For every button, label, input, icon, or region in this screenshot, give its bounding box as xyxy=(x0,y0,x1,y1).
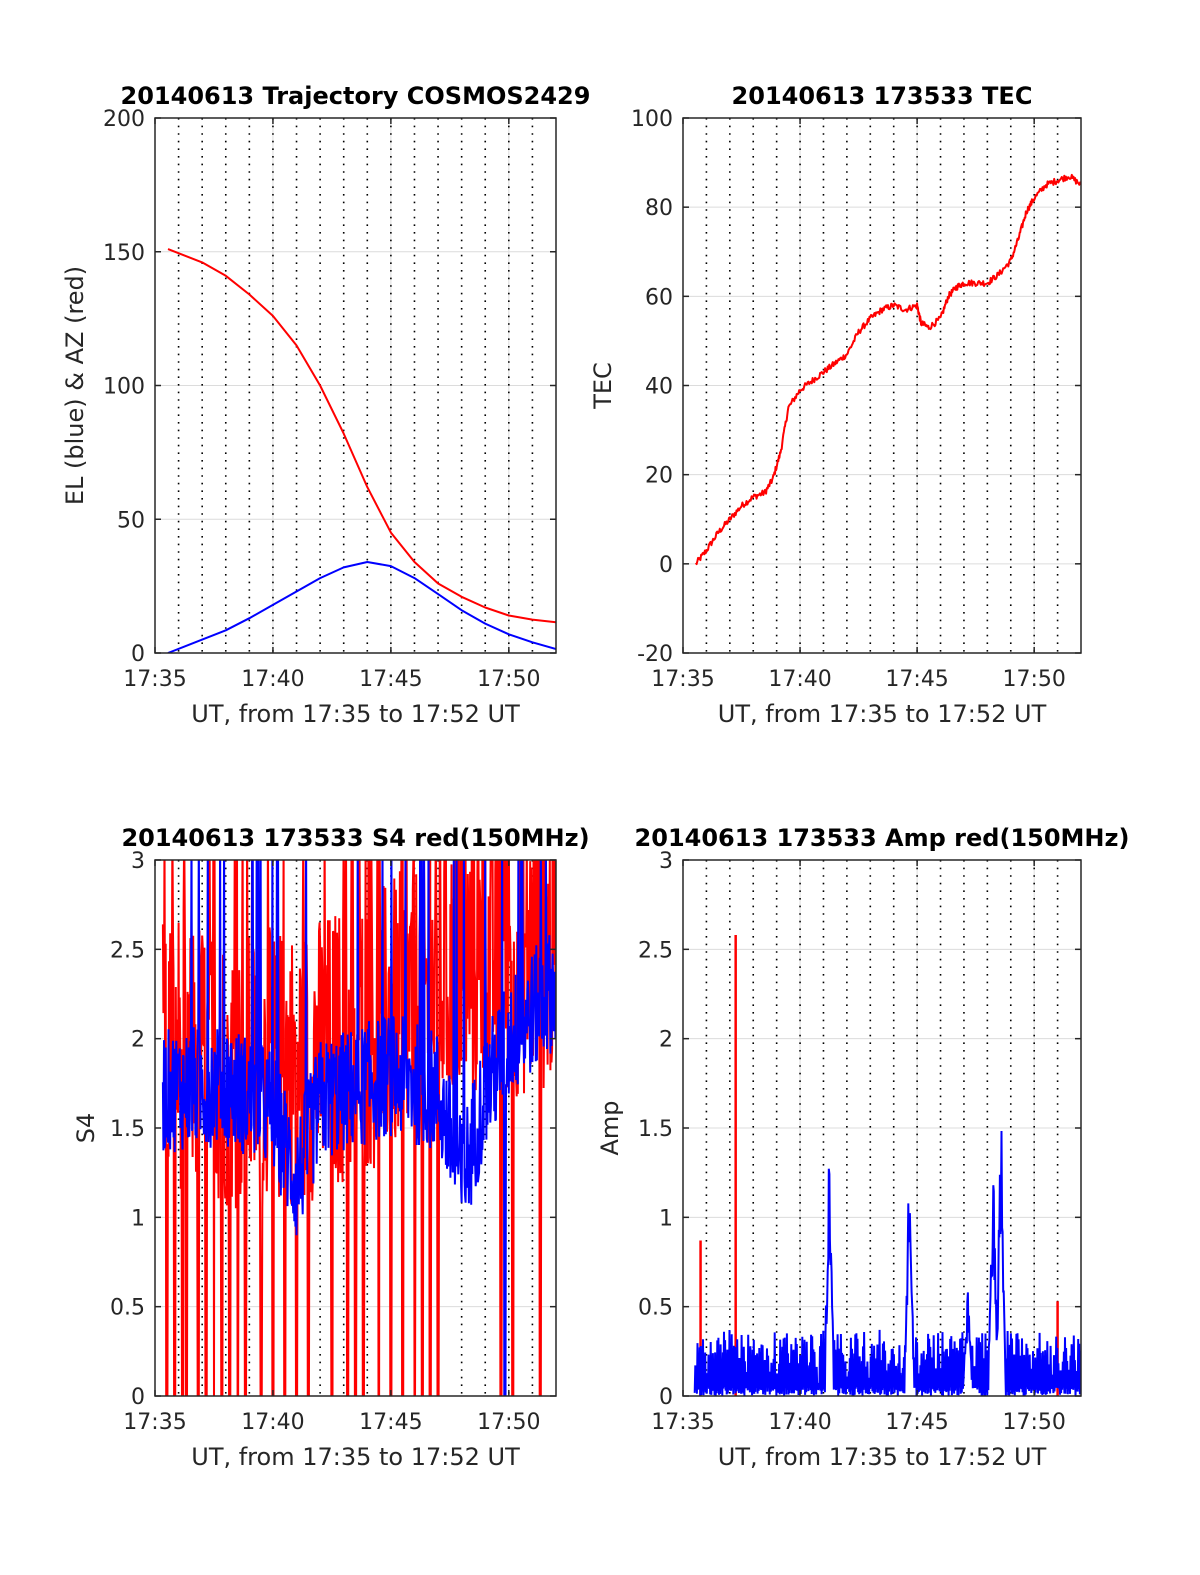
y-tick-label: 0.5 xyxy=(638,1296,673,1321)
series-group xyxy=(693,935,1081,1396)
y-tick-label: 80 xyxy=(645,196,673,221)
x-tick-label: 17:50 xyxy=(477,1410,540,1435)
x-tick-label: 17:35 xyxy=(123,1410,186,1435)
y-tick-label: 60 xyxy=(645,285,673,310)
y-tick-label: 3 xyxy=(131,849,145,874)
y-tick-label: 0 xyxy=(659,553,673,578)
series-group xyxy=(161,860,556,1396)
series-red-line xyxy=(695,173,1081,566)
chart-title: 20140613 173533 Amp red(150MHz) xyxy=(635,824,1130,852)
y-tick-label: 40 xyxy=(645,375,673,400)
y-tick-label: 3 xyxy=(659,849,673,874)
y-tick-label: 200 xyxy=(103,107,145,132)
panel-amp: 17:35 17:40 17:45 17:50 0 0.5 1 1.5 2 2.5 32014061… xyxy=(596,824,1129,1471)
x-tick-label: 17:50 xyxy=(477,667,540,692)
y-tick-label: 100 xyxy=(631,107,673,132)
x-tick-label: 17:40 xyxy=(768,667,831,692)
y-tick-label: 0 xyxy=(131,642,145,667)
chart-title: 20140613 173533 S4 red(150MHz) xyxy=(121,824,589,852)
series-blue-line xyxy=(693,1130,1081,1396)
x-tick-label: 17:40 xyxy=(768,1410,831,1435)
panel-trajectory: 17:35 17:40 17:45 17:50 0 50 100 150 20020140613… xyxy=(61,82,590,728)
y-axis-label: Amp xyxy=(596,1100,624,1155)
y-tick-label: 20 xyxy=(645,464,673,489)
y-tick-label: 1.5 xyxy=(110,1117,145,1142)
y-tick-label: 0 xyxy=(131,1385,145,1410)
x-tick-label: 17:50 xyxy=(1002,1410,1065,1435)
x-tick-label: 17:45 xyxy=(885,667,948,692)
series-blue-line xyxy=(161,860,556,1396)
y-tick-label: -20 xyxy=(637,642,673,667)
panel-s4: 17:35 17:40 17:45 17:50 0 0.5 1 1.5 2 2.5 32014061… xyxy=(72,824,590,1471)
y-tick-label: 2 xyxy=(131,1028,145,1053)
y-tick-label: 0 xyxy=(659,1385,673,1410)
x-tick-label: 17:35 xyxy=(123,667,186,692)
x-tick-label: 17:45 xyxy=(359,1410,422,1435)
y-tick-label: 1.5 xyxy=(638,1117,673,1142)
x-tick-label: 17:40 xyxy=(241,667,304,692)
series-group xyxy=(167,248,556,653)
x-axis-label: UT, from 17:35 to 17:52 UT xyxy=(718,1443,1047,1471)
x-tick-label: 17:45 xyxy=(359,667,422,692)
y-tick-label: 2.5 xyxy=(110,938,145,963)
y-axis-label: EL (blue) & AZ (red) xyxy=(61,266,89,505)
x-axis-label: UT, from 17:35 to 17:52 UT xyxy=(191,1443,520,1471)
y-tick-label: 0.5 xyxy=(110,1296,145,1321)
x-tick-label: 17:35 xyxy=(651,1410,714,1435)
y-tick-label: 2.5 xyxy=(638,938,673,963)
y-tick-label: 150 xyxy=(103,241,145,266)
panel-tec: 17:35 17:40 17:45 17:50 -20 0 20 40 60 80 100 20140… xyxy=(589,82,1082,728)
series-red-line xyxy=(167,248,556,624)
y-tick-label: 1 xyxy=(131,1206,145,1231)
y-tick-label: 1 xyxy=(659,1206,673,1231)
series-blue-line xyxy=(167,561,556,653)
y-tick-label: 100 xyxy=(103,375,145,400)
x-axis-label: UT, from 17:35 to 17:52 UT xyxy=(718,700,1047,728)
series-group xyxy=(695,173,1081,566)
y-tick-label: 2 xyxy=(659,1028,673,1053)
chart-title: 20140613 173533 TEC xyxy=(732,82,1033,110)
y-axis-label: S4 xyxy=(72,1113,100,1144)
y-tick-label: 50 xyxy=(117,508,145,533)
x-axis-label: UT, from 17:35 to 17:52 UT xyxy=(191,700,520,728)
x-tick-label: 17:35 xyxy=(651,667,714,692)
x-tick-label: 17:50 xyxy=(1002,667,1065,692)
x-tick-label: 17:40 xyxy=(241,1410,304,1435)
y-axis-label: TEC xyxy=(589,362,617,410)
chart-title: 20140613 Trajectory COSMOS2429 xyxy=(121,82,591,110)
x-tick-label: 17:45 xyxy=(885,1410,948,1435)
